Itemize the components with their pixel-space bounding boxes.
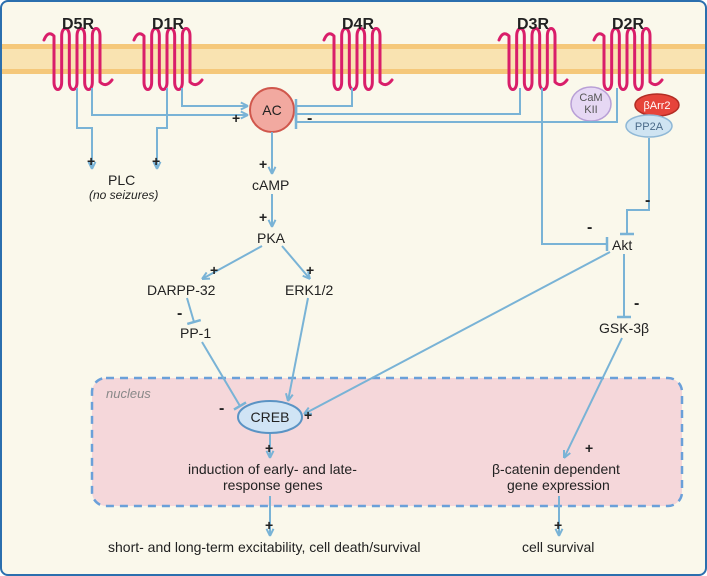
sign-pka-darpp-plus: + [210, 262, 218, 278]
label-camp: cAMP [252, 177, 289, 193]
sign-d4-ac-minus: - [307, 110, 312, 128]
sign-darpp-pp1-minus: - [177, 305, 182, 323]
label-plc: PLC [108, 172, 135, 188]
label-no-seizures: (no seizures) [89, 188, 158, 202]
svg-text:AC: AC [262, 102, 281, 118]
label-outcome-left: short- and long-term excitability, cell … [108, 539, 421, 555]
svg-text:CaM: CaM [579, 92, 602, 104]
svg-text:KII: KII [584, 104, 597, 116]
label-pka: PKA [257, 230, 285, 246]
label-d5r: D5R [62, 16, 94, 34]
label-d2r: D2R [612, 16, 644, 34]
sign-plc-plus2: + [152, 153, 160, 169]
sign-ind-out-plus: + [265, 517, 273, 533]
label-darpp32: DARPP-32 [147, 282, 215, 298]
label-erk: ERK1/2 [285, 282, 333, 298]
label-akt: Akt [612, 237, 632, 253]
sign-creb-ind-plus: + [265, 440, 273, 456]
sign-erk-creb-plus: + [304, 407, 312, 423]
label-d3r: D3R [517, 16, 549, 34]
sign-pka-erk-plus: + [306, 262, 314, 278]
label-induction-b: response genes [223, 477, 323, 493]
sign-bcat-out-plus: + [554, 517, 562, 533]
label-nucleus: nucleus [106, 386, 151, 401]
diagram-frame: AC CaMKII βArr2 PP2A CREB D5R D1R D4R D3R D2… [0, 0, 707, 576]
sign-d1-ac-plus: + [232, 110, 240, 126]
sign-d2-akt-minus: - [645, 192, 650, 210]
label-d1r: D1R [152, 16, 184, 34]
sign-d3-akt-minus: - [587, 219, 592, 237]
sign-ac-camp-plus: + [259, 156, 267, 172]
label-gsk3b: GSK-3β [599, 320, 649, 336]
svg-text:βArr2: βArr2 [643, 100, 670, 112]
sign-pp1-creb-minus: - [219, 400, 224, 418]
sign-akt-gsk-minus: - [634, 295, 639, 313]
label-induction-a: induction of early- and late- [188, 461, 357, 477]
label-bcat-b: gene expression [507, 477, 610, 493]
label-outcome-right: cell survival [522, 539, 594, 555]
label-bcat-a: β-catenin dependent [492, 461, 620, 477]
svg-text:PP2A: PP2A [635, 121, 664, 133]
sign-gsk-bcat-plus: + [585, 440, 593, 456]
sign-camp-pka-plus: + [259, 209, 267, 225]
svg-text:CREB: CREB [251, 409, 290, 425]
label-pp1: PP-1 [180, 325, 211, 341]
label-d4r: D4R [342, 16, 374, 34]
sign-plc-plus1: + [87, 153, 95, 169]
